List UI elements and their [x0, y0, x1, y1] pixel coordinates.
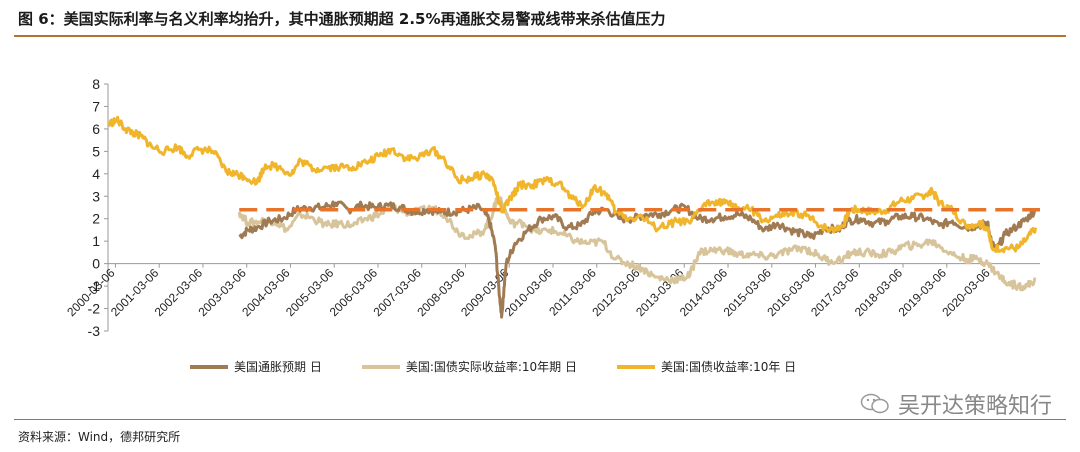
- legend-label-nominal-yield: 美国:国债收益率:10年 日: [661, 360, 797, 374]
- y-tick-label: -2: [88, 301, 101, 317]
- x-axis: 2000-03-062001-03-062002-03-062003-03-06…: [64, 263, 1040, 320]
- series-layer: [107, 115, 1038, 319]
- y-tick-label: 0: [92, 256, 100, 272]
- watermark: 吴开达策略知行: [860, 388, 1052, 420]
- legend-item-inflation: 美国通胀预期 日: [190, 358, 322, 375]
- chart-legend: 美国通胀预期 日 美国:国债实际收益率:10年期 日 美国:国债收益率:10年 …: [190, 358, 796, 375]
- y-axis: -3 -2 -1 0 1 2 3 4 5 6 7 8: [88, 76, 109, 339]
- legend-label-real-yield: 美国:国债实际收益率:10年期 日: [405, 360, 577, 374]
- figure-title: 图 6：美国实际利率与名义利率均抬升，其中通胀预期超 2.5%再通胀交易警戒线带…: [18, 10, 666, 28]
- y-tick-label: 5: [92, 143, 100, 159]
- legend-swatch-nominal-yield: [617, 364, 655, 369]
- y-tick-label: 3: [92, 188, 100, 204]
- y-tick-label: 7: [92, 98, 100, 114]
- y-tick-label: 2: [92, 211, 100, 227]
- series-line-1: [237, 194, 1037, 292]
- y-tick-label: 6: [92, 121, 100, 137]
- x-tick-label: 2020-03-06: [939, 266, 993, 320]
- legend-swatch-real-yield: [361, 364, 400, 369]
- legend-item-real-yield: 美国:国债实际收益率:10年期 日: [361, 358, 577, 375]
- footer-divider: [14, 419, 1066, 420]
- legend-label-inflation: 美国通胀预期 日: [234, 360, 322, 374]
- y-tick-label: 4: [92, 166, 100, 182]
- y-tick-label: 1: [92, 233, 100, 249]
- watermark-text: 吴开达策略知行: [897, 394, 1052, 419]
- title-divider: [14, 35, 1066, 37]
- y-tick-label: -3: [88, 323, 101, 339]
- wechat-icon: [860, 393, 889, 414]
- y-tick-label: 8: [92, 76, 100, 92]
- source-note: 资料来源：Wind，德邦研究所: [18, 430, 181, 444]
- legend-swatch-inflation: [190, 364, 228, 369]
- y-tick-label: -1: [88, 278, 101, 294]
- legend-item-nominal-yield: 美国:国债收益率:10年 日: [617, 358, 796, 375]
- line-chart: -3 -2 -1 0 1 2 3 4 5 6 7 8 2000-03-062001-03-062002…: [64, 76, 1040, 339]
- series-line-2: [107, 115, 1038, 254]
